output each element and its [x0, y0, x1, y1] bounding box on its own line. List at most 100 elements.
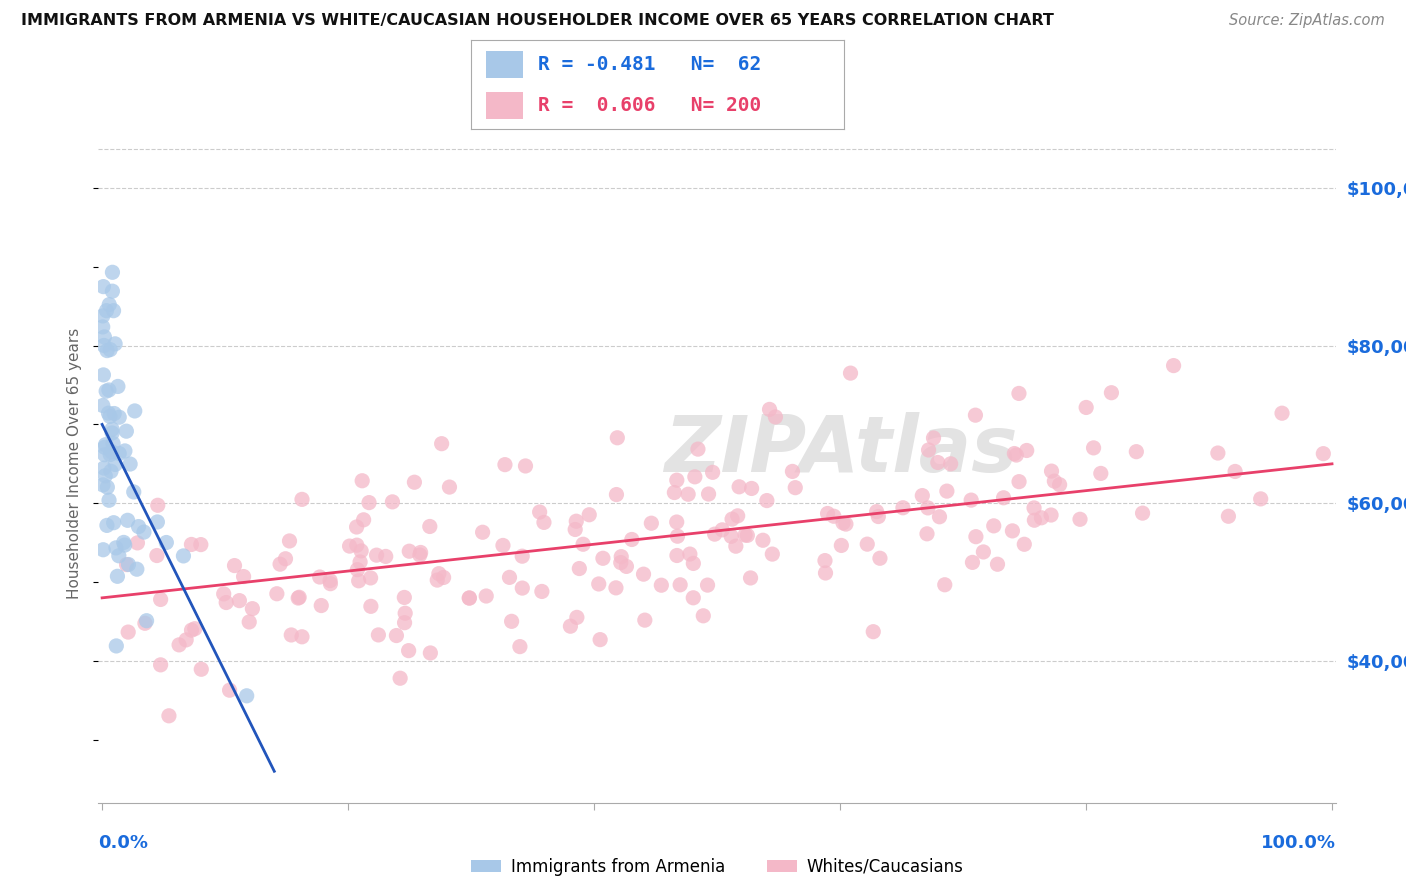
- Point: [98, 298, 121, 312]
- Point: [564, 523, 586, 537]
- Point: [146, 549, 169, 563]
- Point: [1250, 491, 1272, 506]
- Point: [91, 309, 114, 323]
- Point: [96, 384, 118, 399]
- Point: [398, 544, 420, 558]
- Point: [389, 671, 412, 685]
- Point: [568, 561, 591, 575]
- Point: [100, 444, 122, 458]
- Point: [242, 601, 264, 615]
- Point: [103, 303, 125, 318]
- Point: [374, 549, 396, 564]
- Point: [1049, 477, 1071, 491]
- Point: [697, 487, 720, 501]
- Point: [280, 628, 302, 642]
- Point: [105, 639, 128, 653]
- Point: [935, 484, 957, 499]
- Text: 0.0%: 0.0%: [98, 834, 149, 852]
- Point: [103, 516, 125, 530]
- Point: [100, 464, 122, 478]
- Point: [349, 555, 371, 569]
- Point: [515, 458, 537, 473]
- Point: [117, 513, 139, 527]
- Point: [911, 489, 934, 503]
- Point: [565, 610, 588, 624]
- Point: [1031, 510, 1053, 524]
- Legend: Immigrants from Armenia, Whites/Caucasians: Immigrants from Armenia, Whites/Caucasia…: [464, 851, 970, 882]
- Point: [510, 581, 533, 595]
- Point: [686, 442, 709, 456]
- Point: [728, 480, 751, 494]
- Point: [357, 495, 380, 509]
- Point: [458, 591, 481, 605]
- Point: [269, 557, 291, 571]
- Point: [115, 424, 138, 438]
- Point: [588, 577, 610, 591]
- Point: [91, 399, 114, 413]
- Point: [352, 474, 374, 488]
- Point: [737, 528, 759, 542]
- Point: [509, 640, 531, 654]
- Point: [347, 574, 370, 588]
- Point: [184, 622, 207, 636]
- Point: [91, 478, 114, 492]
- Point: [101, 425, 124, 440]
- Point: [741, 482, 763, 496]
- Point: [1014, 537, 1036, 551]
- Point: [533, 516, 555, 530]
- Point: [758, 402, 780, 417]
- Point: [927, 456, 949, 470]
- Point: [650, 578, 672, 592]
- Point: [224, 558, 246, 573]
- Point: [104, 541, 127, 555]
- Point: [350, 544, 373, 558]
- Point: [1218, 509, 1240, 524]
- Point: [721, 512, 744, 526]
- Point: [1099, 385, 1122, 400]
- Point: [972, 545, 994, 559]
- Point: [510, 549, 533, 564]
- Point: [101, 284, 124, 298]
- Point: [112, 535, 135, 549]
- Point: [665, 473, 688, 487]
- Text: Source: ZipAtlas.com: Source: ZipAtlas.com: [1229, 13, 1385, 29]
- Point: [471, 525, 494, 540]
- Point: [830, 538, 852, 552]
- Point: [727, 508, 749, 523]
- Point: [98, 343, 121, 357]
- Point: [291, 492, 314, 507]
- Point: [965, 530, 987, 544]
- Point: [180, 623, 202, 637]
- Point: [501, 615, 523, 629]
- Point: [127, 536, 149, 550]
- Point: [172, 549, 194, 563]
- Point: [917, 442, 939, 457]
- Point: [339, 539, 361, 553]
- Point: [96, 303, 118, 318]
- Point: [965, 408, 987, 422]
- Point: [120, 457, 142, 471]
- Point: [1132, 506, 1154, 520]
- Point: [93, 368, 115, 382]
- Point: [104, 458, 127, 472]
- Point: [578, 508, 600, 522]
- Point: [560, 619, 582, 633]
- Point: [155, 535, 177, 549]
- Point: [394, 591, 416, 605]
- Point: [666, 529, 689, 543]
- Point: [755, 493, 778, 508]
- Point: [125, 562, 148, 576]
- Point: [215, 595, 238, 609]
- Point: [475, 589, 498, 603]
- Point: [1008, 475, 1031, 489]
- Point: [610, 556, 633, 570]
- Point: [117, 625, 139, 640]
- Point: [132, 525, 155, 540]
- Point: [1043, 474, 1066, 488]
- Point: [1125, 444, 1147, 458]
- Point: [529, 505, 551, 519]
- Point: [782, 464, 804, 478]
- Point: [146, 498, 169, 512]
- Point: [353, 513, 375, 527]
- Point: [703, 527, 725, 541]
